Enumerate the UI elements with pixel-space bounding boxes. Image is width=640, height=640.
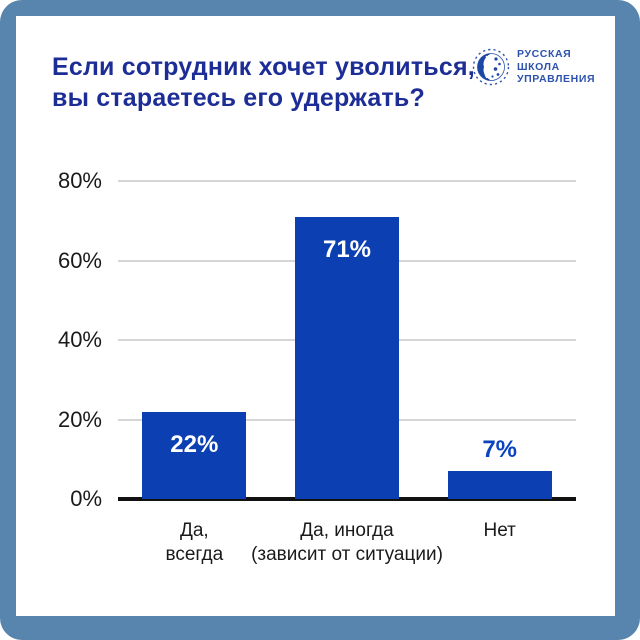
bar: 7%	[447, 436, 552, 499]
plot-area: 0% 20% 40% 60% 80% 22% Да, всегда 71% Да, иногда(…	[58, 168, 576, 565]
globe-icon	[472, 48, 510, 86]
bar-column: 22% Да, всегда	[118, 181, 271, 565]
y-tick-label: 20%	[57, 406, 102, 432]
chart-title-line2: вы стараетесь его удержать?	[52, 84, 425, 112]
gridline	[118, 180, 576, 182]
bar: 71%	[295, 216, 399, 499]
bar-value-label: 22%	[170, 430, 219, 458]
logo-text: РУССКАЯ ШКОЛА УПРАВЛЕНИЯ	[517, 48, 595, 86]
bar-value-label: 71%	[322, 235, 372, 263]
y-tick-label: 40%	[57, 327, 102, 352]
bars-container: 22% Да, всегда 71% Да, иногда (зависит от сит…	[118, 181, 576, 565]
y-tick-label: 80%	[57, 168, 102, 193]
chart-title-line1: Если сотрудник хочет уволиться,	[52, 53, 475, 81]
logo-text-line2: ШКОЛА	[517, 60, 560, 73]
infographic-card: Если сотрудник хочет уволиться, вы стара…	[16, 16, 615, 616]
bar-column: 7% Нет	[423, 181, 576, 541]
x-tick-label: Да, всегда	[165, 520, 224, 565]
bar: 22%	[142, 411, 247, 499]
x-tick-label: Да, иногда (зависит от ситуации)	[251, 520, 443, 565]
y-tick-label: 60%	[57, 247, 102, 273]
x-tick-label: Нет	[483, 520, 516, 541]
y-tick-label: 0%	[70, 486, 102, 511]
chart-title: Если сотрудник хочет уволиться, вы стара…	[52, 52, 475, 114]
x-axis-line	[118, 497, 576, 501]
logo-text-line1: РУССКАЯ	[517, 48, 572, 61]
bar-column: 71% Да, иногда (зависит от ситуации)	[251, 181, 443, 565]
logo-text-line3: УПРАВЛЕНИЯ	[517, 73, 596, 86]
bar-value-label: 7%	[482, 436, 518, 464]
logo: РУССКАЯ ШКОЛА УПРАВЛЕНИЯ	[472, 48, 595, 86]
